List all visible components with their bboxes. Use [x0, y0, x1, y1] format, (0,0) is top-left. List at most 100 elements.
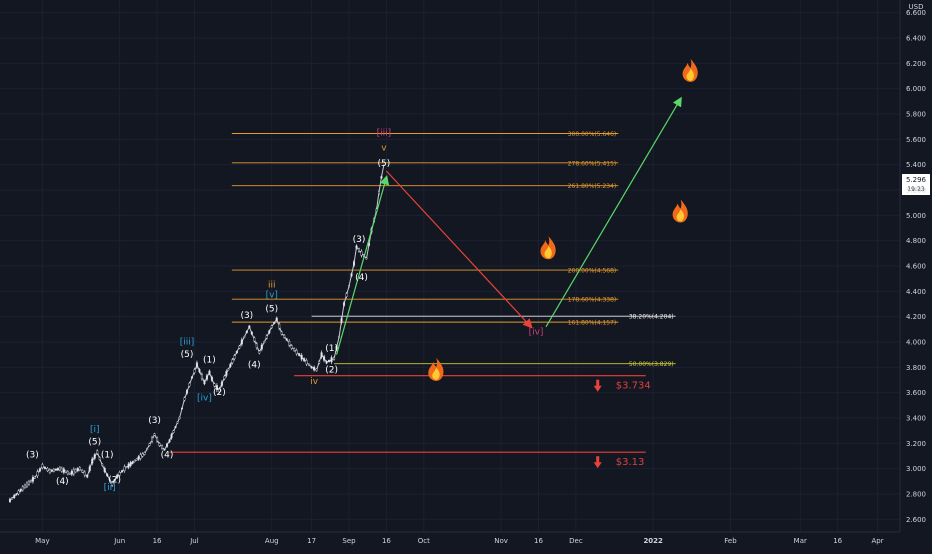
candle-body — [88, 466, 91, 471]
candle-body — [305, 360, 308, 365]
candle-body — [300, 354, 303, 360]
candle-body — [48, 469, 51, 473]
candle-body — [139, 454, 142, 459]
candle-body — [333, 357, 336, 360]
fib-level-label: 300.00%(5.646) — [568, 131, 617, 138]
candle-body — [66, 471, 69, 475]
x-tick-label: Jun — [113, 537, 125, 545]
fib-level-label: 261.80%(5.234) — [568, 183, 617, 190]
candle-body — [243, 336, 246, 338]
fire-icon — [672, 199, 688, 223]
x-tick-label: 16 — [153, 537, 162, 545]
candle-body — [280, 331, 283, 335]
candle-body — [263, 341, 266, 343]
candle-body — [253, 337, 256, 342]
fire-icon — [682, 58, 698, 82]
candle-body — [8, 498, 11, 502]
x-tick-label: 16 — [833, 537, 842, 545]
candle-body — [62, 468, 65, 473]
wave-label: (5) — [181, 350, 194, 360]
candle-body — [17, 490, 20, 495]
y-tick-label: 3.800 — [906, 364, 926, 372]
candle-body — [238, 345, 241, 349]
candle-body — [210, 376, 213, 381]
candle-body — [141, 453, 144, 457]
x-tick-label: 16 — [382, 537, 391, 545]
candle-body — [146, 448, 149, 450]
wave-label: (1) — [203, 355, 216, 365]
support-level-label: $3.734 — [616, 381, 651, 392]
candle-body — [215, 385, 218, 391]
candle-body — [218, 388, 221, 392]
x-tick-label: 17 — [307, 537, 316, 545]
candle-body — [231, 359, 234, 364]
candle-body — [268, 330, 271, 334]
x-tick-label: May — [35, 537, 49, 545]
candle-body — [285, 338, 288, 341]
fib-level-label: 200.00%(4.568) — [568, 268, 617, 275]
candle-body — [135, 458, 138, 461]
fire-icon — [428, 357, 444, 381]
candle-body — [96, 450, 99, 454]
candle-body — [158, 443, 161, 447]
wave-label: (5) — [378, 159, 391, 169]
wave-label: [ii] — [104, 483, 116, 493]
candle-body — [330, 357, 333, 363]
candle-body — [360, 251, 363, 256]
candle-body — [213, 383, 216, 387]
wave-label: [i] — [90, 425, 100, 435]
candle-body — [348, 285, 351, 288]
candle-body — [129, 462, 132, 466]
candle-body — [335, 346, 338, 350]
candle-body — [27, 481, 30, 485]
candle-body — [313, 366, 316, 371]
projection-arrow[interactable] — [545, 96, 682, 328]
candle-body — [56, 468, 59, 471]
candle-body — [19, 489, 22, 492]
fire-icon — [540, 236, 556, 260]
candle-body — [116, 474, 119, 478]
x-tick-label: Apr — [871, 537, 883, 545]
candle-body — [72, 469, 75, 475]
candle-body — [295, 350, 298, 355]
candle-body — [275, 317, 278, 321]
y-tick-label: 4.600 — [906, 263, 926, 271]
candle-body — [180, 407, 183, 410]
candle-body — [163, 448, 166, 451]
projection-arrow[interactable] — [385, 170, 533, 329]
candle-body — [245, 330, 248, 333]
wave-label: (4) — [161, 450, 174, 460]
candle-body — [225, 371, 228, 376]
wave-label: [iii] — [180, 338, 195, 348]
candle-body — [127, 463, 130, 468]
candle-body — [205, 375, 208, 380]
y-tick-label: 5.600 — [906, 136, 926, 144]
fib-level-label: 278.60%(5.415) — [568, 160, 617, 167]
candle-body — [283, 334, 286, 338]
candle-body — [240, 339, 243, 345]
candle-body — [133, 460, 136, 463]
candle-body — [64, 470, 67, 473]
x-tick-label: Oct — [418, 537, 430, 545]
candle-body — [198, 369, 201, 373]
candle-body — [25, 482, 28, 487]
candle-body — [250, 331, 253, 335]
candle-body — [36, 471, 39, 477]
candle-body — [338, 336, 341, 338]
candle-body — [328, 360, 331, 362]
projection-arrow[interactable] — [335, 175, 390, 355]
fib-level-label: 50.00%(3.829) — [629, 361, 674, 368]
candle-body — [323, 356, 326, 361]
candle-body — [183, 397, 186, 401]
candle-body — [101, 463, 104, 466]
wave-label: iv — [310, 377, 319, 387]
countdown-timer: 19:23 — [907, 186, 924, 193]
candle-body — [148, 443, 151, 446]
x-tick-label: Mar — [794, 537, 807, 545]
candle-body — [83, 471, 86, 476]
candle-body — [161, 445, 164, 449]
candle-body — [123, 466, 126, 471]
candle-body — [353, 261, 356, 266]
